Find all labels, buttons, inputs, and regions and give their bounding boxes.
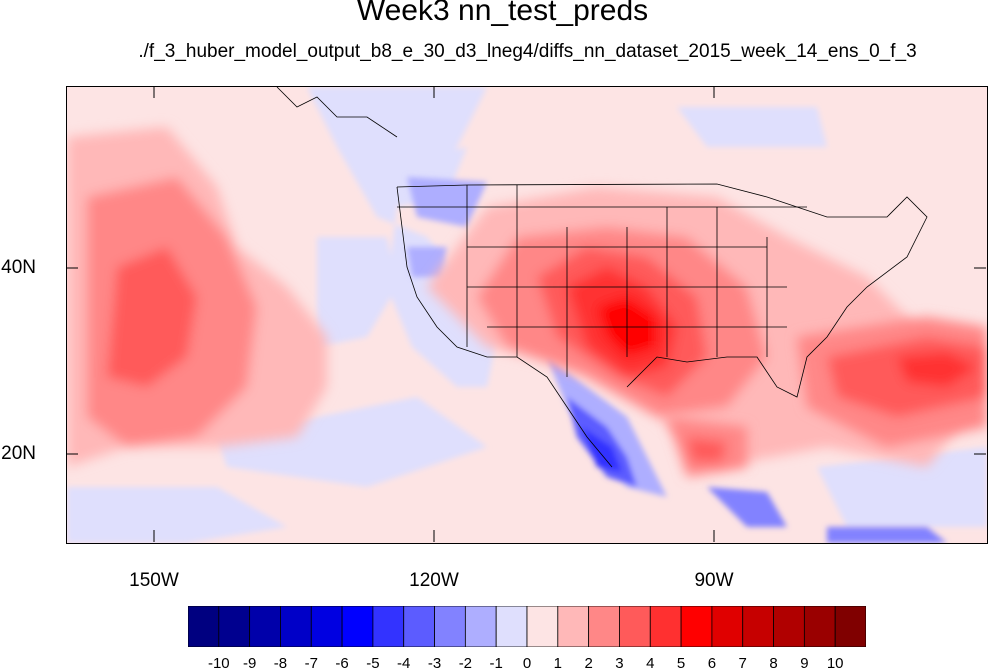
y-tick-label-20n: 20N [1,443,36,464]
colorbar-label: 4 [646,655,655,672]
colorbar-box [773,606,805,647]
colorbar-label: -3 [427,655,442,672]
colorbar-box [803,606,836,647]
colorbar [188,606,866,647]
colorbar-label: 2 [584,655,593,672]
colorbar-label: -10 [207,655,230,672]
colorbar-label: 7 [738,655,747,672]
colorbar-label: 5 [676,655,686,672]
colorbar-label: 3 [615,655,624,672]
colorbar-label: -8 [273,655,288,672]
colorbar-box [280,606,312,647]
colorbar-box [588,606,620,647]
x-tick-label-150w: 150W [129,570,179,591]
colorbar-box [711,606,744,647]
colorbar-label: -2 [458,655,473,672]
colorbar-box [249,606,281,647]
positive-anomaly-pacific [67,127,327,467]
colorbar-label: 6 [707,655,717,672]
colorbar-box [464,606,497,647]
y-tick-label-40n: 40N [1,257,36,278]
colorbar-box [218,606,251,647]
negative-anomaly-west-coast [67,87,987,543]
colorbar-box [310,606,343,647]
colorbar-label: -9 [242,655,257,672]
colorbar-box [742,606,774,647]
colorbar-box [403,606,435,647]
colorbar-box [341,606,374,647]
colorbar-box [188,606,220,647]
colorbar-label: 9 [800,655,809,672]
map-plot-area [67,87,987,543]
colorbar-box [434,606,466,647]
colorbar-box [649,606,682,647]
colorbar-label: 0 [522,655,532,672]
colorbar-box [619,606,651,647]
positive-anomaly-atlantic [667,317,987,477]
colorbar-box [680,606,713,647]
colorbar-label: -5 [366,655,380,672]
colorbar-label: -7 [304,655,318,672]
colorbar-box [372,606,405,647]
x-tick-label-90w: 90W [694,570,734,591]
colorbar-boxes [188,606,866,647]
colorbar-box [557,606,590,647]
colorbar-label: -4 [397,655,411,672]
colorbar-label: 1 [553,655,562,672]
x-tick-label-120w: 120W [409,570,459,591]
colorbar-label: 8 [769,655,778,672]
figure-title: Week3 nn_test_preds [356,0,649,27]
colorbar-label: 10 [826,655,844,672]
colorbar-label: -1 [489,655,503,672]
figure-subtitle: ./f_3_huber_model_output_b8_e_30_d3_lneg… [138,41,917,62]
colorbar-label: -6 [335,655,349,672]
map-field [67,87,987,543]
coastline-borders [276,87,928,468]
colorbar-box [834,606,866,647]
colorbar-box [526,606,559,647]
colorbar-box [495,606,528,647]
